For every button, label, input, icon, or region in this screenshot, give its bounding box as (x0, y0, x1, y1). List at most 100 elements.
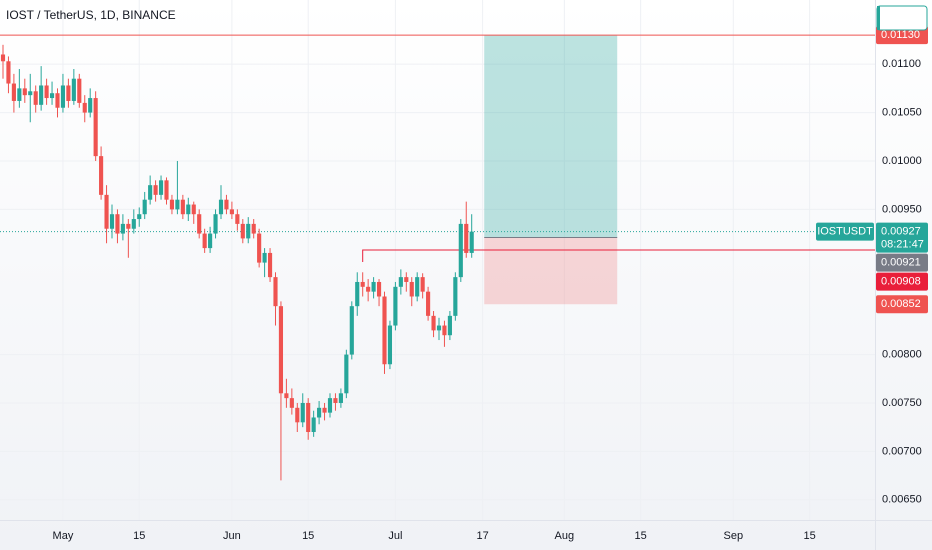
price-label: 0.00852 (881, 298, 921, 310)
price-label: 0.00921 (881, 257, 921, 269)
candle-body (387, 325, 393, 365)
candle-body (49, 93, 55, 99)
candle-body (164, 180, 169, 200)
candle-body (55, 93, 60, 108)
corner-widget[interactable] (876, 5, 928, 31)
candle-body (240, 223, 245, 239)
y-tick-label: 0.01050 (882, 106, 922, 118)
candle-body (39, 85, 44, 105)
y-tick-label: 0.00650 (882, 494, 922, 506)
candle-body (322, 407, 327, 413)
candle-body (93, 98, 98, 157)
candle-body (295, 407, 300, 423)
horizontal-ray (362, 249, 875, 263)
candle-body (71, 78, 76, 101)
symbol-label-bg (816, 222, 874, 241)
candle-body (415, 277, 420, 297)
x-tick-label: 15 (803, 530, 815, 542)
candle-body (186, 204, 191, 215)
candle-body (453, 277, 458, 316)
candle-body (60, 85, 66, 108)
candle-body (235, 214, 240, 224)
x-tick-label: May (53, 530, 74, 542)
candle-body (82, 102, 87, 113)
candle-body (393, 286, 398, 326)
candle-body (66, 85, 71, 101)
price-label-bg (876, 295, 928, 314)
candle-body (278, 306, 284, 394)
candle-body (289, 398, 294, 408)
candle-body (360, 281, 365, 287)
candle-body (464, 223, 469, 253)
candle-body (142, 199, 147, 215)
candle-body (426, 291, 431, 316)
candle-body (344, 354, 349, 394)
candle-body (398, 277, 403, 287)
x-tick-label: Sep (724, 530, 744, 542)
symbol-label: IOSTUSDT (817, 226, 873, 238)
candle-body (317, 407, 322, 418)
x-tick-label: 15 (635, 530, 647, 542)
chart-title: IOST / TetherUS, 1D, BINANCE (6, 8, 176, 22)
x-tick-label: 15 (302, 530, 314, 542)
candle-body (218, 199, 224, 215)
x-tick-label: 15 (133, 530, 145, 542)
candle-body (267, 252, 273, 278)
candle-body (229, 209, 234, 215)
candle-body (191, 204, 196, 215)
candle-body (273, 277, 278, 307)
candle-body (257, 233, 262, 263)
y-tick-label: 0.00700 (882, 445, 922, 457)
candle-body (115, 214, 120, 234)
candle-body (0, 54, 6, 62)
candle-body (126, 223, 131, 229)
candle-body (469, 231, 474, 253)
candle-body (158, 180, 164, 195)
candle-body (458, 223, 463, 278)
candle-body (17, 88, 22, 101)
candle-body (251, 223, 256, 234)
x-tick-label: Jul (388, 530, 402, 542)
candle-body (442, 325, 447, 336)
candle-body (33, 91, 38, 105)
candle-body (109, 214, 115, 229)
candle-body (148, 185, 153, 200)
countdown: 08:21:47 (881, 239, 924, 251)
y-tick-label: 0.01100 (882, 58, 921, 70)
candle-body (11, 83, 16, 101)
candle-body (44, 85, 49, 99)
candle-body (180, 199, 185, 215)
target-label: 0.01130 (881, 29, 920, 41)
candle-body (262, 252, 267, 263)
candle-body (202, 233, 207, 249)
candle-body (382, 296, 387, 365)
candle-body (22, 88, 27, 96)
candle-body (99, 156, 104, 195)
candle-body (447, 315, 452, 336)
candle-body (137, 214, 142, 220)
price-label-bg (876, 222, 928, 253)
candle-body (175, 199, 180, 210)
y-tick-label: 0.01000 (882, 155, 922, 167)
y-tick-label: 0.00800 (882, 348, 922, 360)
price-label: 0.00908 (881, 276, 921, 288)
price-label: 0.00927 (881, 226, 921, 238)
y-tick-label: 0.00750 (882, 397, 922, 409)
candle-body (284, 393, 289, 399)
candle-body (28, 91, 33, 96)
x-tick-label: Jun (223, 530, 241, 542)
candle-body (131, 219, 136, 229)
candle-body (436, 325, 442, 331)
candle-body (376, 281, 382, 297)
candle-body (77, 78, 82, 103)
price-label-bg (876, 253, 928, 272)
candle-body (311, 417, 316, 433)
candle-body (6, 61, 11, 84)
candle-body (120, 223, 125, 234)
candle-body (420, 277, 425, 292)
candle-body (338, 393, 343, 403)
corner-widget-accent (877, 6, 880, 30)
candle-body (371, 281, 376, 292)
